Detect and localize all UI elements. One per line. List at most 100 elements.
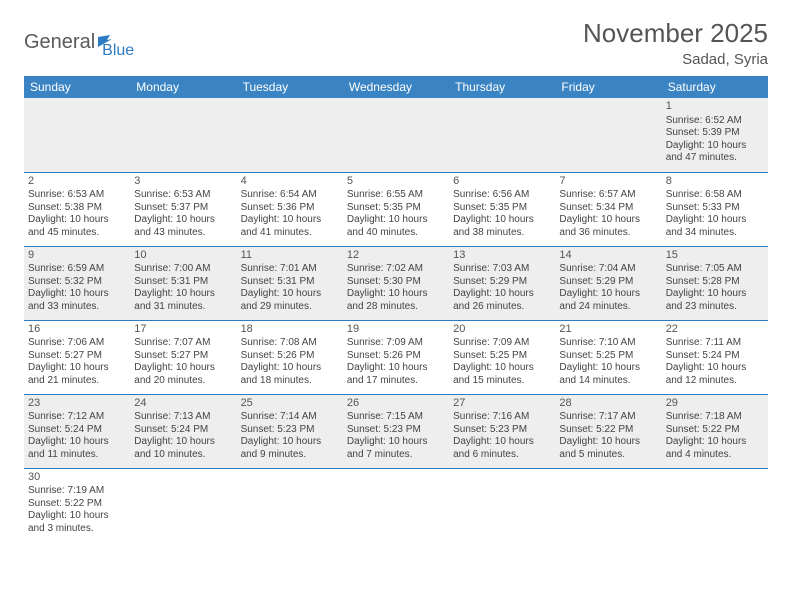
weekday-mon: Monday: [130, 76, 236, 98]
daylight-line: Daylight: 10 hours and 12 minutes.: [666, 362, 764, 387]
daylight-line: Daylight: 10 hours and 38 minutes.: [453, 214, 551, 239]
calendar-cell: 10Sunrise: 7:00 AMSunset: 5:31 PMDayligh…: [130, 246, 236, 320]
calendar-cell: 14Sunrise: 7:04 AMSunset: 5:29 PMDayligh…: [555, 246, 661, 320]
day-number: 7: [559, 175, 657, 189]
sunrise-line: Sunrise: 6:58 AM: [666, 189, 764, 202]
calendar-cell: 3Sunrise: 6:53 AMSunset: 5:37 PMDaylight…: [130, 172, 236, 246]
weekday-wed: Wednesday: [343, 76, 449, 98]
sunrise-line: Sunrise: 7:05 AM: [666, 263, 764, 276]
daylight-line: Daylight: 10 hours and 43 minutes.: [134, 214, 232, 239]
day-number: 30: [28, 471, 126, 485]
sunrise-line: Sunrise: 6:53 AM: [134, 189, 232, 202]
sunrise-line: Sunrise: 7:06 AM: [28, 337, 126, 350]
weekday-sun: Sunday: [24, 76, 130, 98]
weekday-tue: Tuesday: [237, 76, 343, 98]
daylight-line: Daylight: 10 hours and 40 minutes.: [347, 214, 445, 239]
calendar-cell: [130, 98, 236, 172]
day-number: 14: [559, 249, 657, 263]
sunrise-line: Sunrise: 7:16 AM: [453, 411, 551, 424]
calendar-cell: [555, 98, 661, 172]
sunrise-line: Sunrise: 6:59 AM: [28, 263, 126, 276]
daylight-line: Daylight: 10 hours and 23 minutes.: [666, 288, 764, 313]
daylight-line: Daylight: 10 hours and 5 minutes.: [559, 436, 657, 461]
daylight-line: Daylight: 10 hours and 6 minutes.: [453, 436, 551, 461]
flag-icon: [98, 35, 116, 49]
calendar-cell: 1Sunrise: 6:52 AMSunset: 5:39 PMDaylight…: [662, 98, 768, 172]
sunset-line: Sunset: 5:29 PM: [453, 276, 551, 289]
sunrise-line: Sunrise: 7:03 AM: [453, 263, 551, 276]
day-number: 2: [28, 175, 126, 189]
calendar-cell: 27Sunrise: 7:16 AMSunset: 5:23 PMDayligh…: [449, 394, 555, 468]
daylight-line: Daylight: 10 hours and 29 minutes.: [241, 288, 339, 313]
calendar-cell: 16Sunrise: 7:06 AMSunset: 5:27 PMDayligh…: [24, 320, 130, 394]
daylight-line: Daylight: 10 hours and 21 minutes.: [28, 362, 126, 387]
sunset-line: Sunset: 5:27 PM: [134, 350, 232, 363]
calendar-cell: 20Sunrise: 7:09 AMSunset: 5:25 PMDayligh…: [449, 320, 555, 394]
calendar-cell: [555, 468, 661, 542]
sunset-line: Sunset: 5:23 PM: [347, 424, 445, 437]
sunrise-line: Sunrise: 7:09 AM: [453, 337, 551, 350]
sunrise-line: Sunrise: 6:52 AM: [666, 115, 764, 128]
sunrise-line: Sunrise: 7:19 AM: [28, 485, 126, 498]
sunrise-line: Sunrise: 7:02 AM: [347, 263, 445, 276]
daylight-line: Daylight: 10 hours and 33 minutes.: [28, 288, 126, 313]
calendar-cell: 7Sunrise: 6:57 AMSunset: 5:34 PMDaylight…: [555, 172, 661, 246]
daylight-line: Daylight: 10 hours and 24 minutes.: [559, 288, 657, 313]
sunrise-line: Sunrise: 7:13 AM: [134, 411, 232, 424]
daylight-line: Daylight: 10 hours and 28 minutes.: [347, 288, 445, 313]
day-number: 23: [28, 397, 126, 411]
calendar-row: 16Sunrise: 7:06 AMSunset: 5:27 PMDayligh…: [24, 320, 768, 394]
calendar-cell: [343, 98, 449, 172]
sunset-line: Sunset: 5:24 PM: [134, 424, 232, 437]
calendar-cell: 4Sunrise: 6:54 AMSunset: 5:36 PMDaylight…: [237, 172, 343, 246]
daylight-line: Daylight: 10 hours and 41 minutes.: [241, 214, 339, 239]
sunrise-line: Sunrise: 6:57 AM: [559, 189, 657, 202]
sunset-line: Sunset: 5:31 PM: [134, 276, 232, 289]
day-number: 27: [453, 397, 551, 411]
day-number: 8: [666, 175, 764, 189]
day-number: 29: [666, 397, 764, 411]
sunset-line: Sunset: 5:24 PM: [666, 350, 764, 363]
calendar-cell: 9Sunrise: 6:59 AMSunset: 5:32 PMDaylight…: [24, 246, 130, 320]
sunrise-line: Sunrise: 6:56 AM: [453, 189, 551, 202]
day-number: 6: [453, 175, 551, 189]
day-number: 11: [241, 249, 339, 263]
calendar-cell: 26Sunrise: 7:15 AMSunset: 5:23 PMDayligh…: [343, 394, 449, 468]
location: Sadad, Syria: [583, 51, 768, 68]
sunrise-line: Sunrise: 7:09 AM: [347, 337, 445, 350]
calendar-cell: [662, 468, 768, 542]
daylight-line: Daylight: 10 hours and 26 minutes.: [453, 288, 551, 313]
sunset-line: Sunset: 5:27 PM: [28, 350, 126, 363]
day-number: 24: [134, 397, 232, 411]
sunset-line: Sunset: 5:36 PM: [241, 202, 339, 215]
month-title: November 2025: [583, 18, 768, 49]
calendar-cell: 24Sunrise: 7:13 AMSunset: 5:24 PMDayligh…: [130, 394, 236, 468]
sunset-line: Sunset: 5:39 PM: [666, 127, 764, 140]
sunset-line: Sunset: 5:32 PM: [28, 276, 126, 289]
sunset-line: Sunset: 5:35 PM: [453, 202, 551, 215]
calendar-cell: 8Sunrise: 6:58 AMSunset: 5:33 PMDaylight…: [662, 172, 768, 246]
day-number: 16: [28, 323, 126, 337]
calendar-row: 30Sunrise: 7:19 AMSunset: 5:22 PMDayligh…: [24, 468, 768, 542]
calendar-cell: 25Sunrise: 7:14 AMSunset: 5:23 PMDayligh…: [237, 394, 343, 468]
sunset-line: Sunset: 5:26 PM: [241, 350, 339, 363]
day-number: 28: [559, 397, 657, 411]
calendar-cell: 5Sunrise: 6:55 AMSunset: 5:35 PMDaylight…: [343, 172, 449, 246]
logo: General Blue: [24, 24, 134, 60]
calendar-row: 1Sunrise: 6:52 AMSunset: 5:39 PMDaylight…: [24, 98, 768, 172]
sunrise-line: Sunrise: 7:01 AM: [241, 263, 339, 276]
calendar-cell: 12Sunrise: 7:02 AMSunset: 5:30 PMDayligh…: [343, 246, 449, 320]
day-number: 12: [347, 249, 445, 263]
day-number: 20: [453, 323, 551, 337]
day-number: 13: [453, 249, 551, 263]
calendar-cell: 2Sunrise: 6:53 AMSunset: 5:38 PMDaylight…: [24, 172, 130, 246]
daylight-line: Daylight: 10 hours and 34 minutes.: [666, 214, 764, 239]
sunset-line: Sunset: 5:31 PM: [241, 276, 339, 289]
sunset-line: Sunset: 5:37 PM: [134, 202, 232, 215]
sunset-line: Sunset: 5:24 PM: [28, 424, 126, 437]
day-number: 1: [666, 100, 764, 114]
calendar-cell: [24, 98, 130, 172]
day-number: 5: [347, 175, 445, 189]
day-number: 17: [134, 323, 232, 337]
daylight-line: Daylight: 10 hours and 11 minutes.: [28, 436, 126, 461]
